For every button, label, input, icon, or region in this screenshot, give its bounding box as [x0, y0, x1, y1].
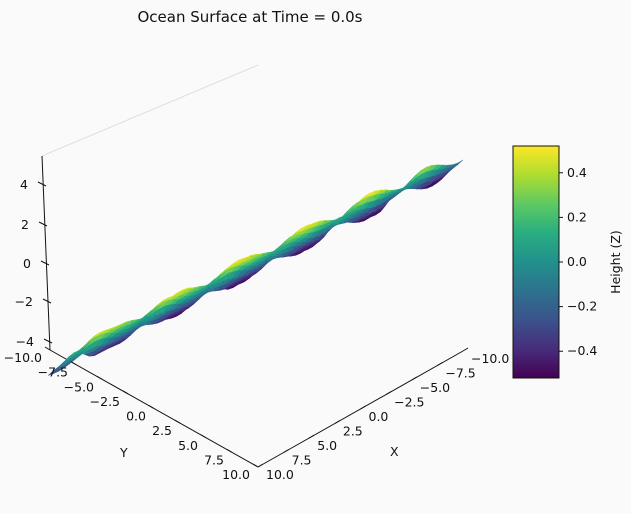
x-tick-label: 0.0 — [369, 409, 389, 424]
x-tick-label: −2.5 — [394, 395, 424, 410]
z-tick-label: −2 — [15, 294, 33, 309]
y-tick-label: 5.0 — [178, 438, 198, 453]
x-tick-label: 10.0 — [266, 467, 294, 482]
x-tick-label: −10.0 — [471, 351, 509, 366]
x-tick-mark — [283, 449, 289, 453]
y-tick-mark — [252, 463, 259, 468]
z-tick-mark — [37, 181, 47, 187]
y-tick-label: −7.5 — [38, 365, 68, 380]
y-tick-mark — [148, 405, 155, 409]
x-tick-label: 2.5 — [343, 424, 363, 439]
z-tick-mark — [42, 298, 52, 304]
x-axis-label: X — [390, 444, 399, 459]
z-axis-line — [41, 155, 51, 351]
z-tick-mark — [43, 338, 53, 344]
z-tick-label: 2 — [21, 217, 29, 232]
colorbar-label: Height (Z) — [608, 230, 623, 294]
x-tick-label: 5.0 — [317, 438, 337, 453]
colorbar-tick-label: 0.4 — [567, 165, 587, 180]
x-tick-mark — [411, 376, 418, 381]
x-tick-mark — [385, 391, 392, 395]
x-tick-mark — [437, 362, 443, 366]
z-tick-mark — [40, 260, 50, 266]
z-tick-label: 0 — [23, 256, 31, 271]
x-tick-label: −7.5 — [445, 366, 475, 381]
y-tick-label: −2.5 — [90, 394, 120, 409]
x-tick-mark — [462, 347, 469, 352]
y-tick-mark — [70, 361, 77, 366]
colorbar-tick-label: −0.4 — [567, 343, 597, 358]
x-axis-ticks: −10.0−7.5−5.0−2.5 0.0 2.5 5.0 7.510.0 — [257, 347, 509, 482]
y-tick-label: −10.0 — [4, 350, 42, 365]
y-tick-label: 0.0 — [126, 409, 146, 424]
y-tick-mark — [96, 375, 103, 380]
colorbar-tick-label: 0.2 — [567, 209, 587, 224]
z-axis-ticks: 4 2 0 −2 −4 — [15, 177, 53, 349]
y-tick-mark — [226, 448, 233, 453]
ocean-surface — [47, 159, 464, 376]
y-tick-label: 2.5 — [152, 423, 172, 438]
y-tick-mark — [44, 346, 51, 351]
surface-patch — [47, 369, 59, 376]
y-tick-mark — [174, 419, 181, 424]
colorbar-tick-label: 0.0 — [567, 254, 587, 269]
z-tick-label: 4 — [20, 177, 28, 192]
x-tick-mark — [334, 420, 341, 424]
x-tick-label: 7.5 — [292, 453, 312, 468]
z-tick-mark — [38, 221, 48, 227]
y-axis-label: Y — [119, 445, 128, 460]
y-tick-label: −5.0 — [64, 379, 94, 394]
y-axis-ticks: −10.0−7.5−5.0−2.5 0.0 2.5 5.0 7.510.0 — [4, 346, 259, 482]
colorbar-tick-label: −0.2 — [567, 299, 597, 314]
x-tick-mark — [308, 434, 315, 439]
y-tick-mark — [200, 434, 207, 439]
colorbar-ticks: 0.4 0.2 0.0 −0.2 −0.4 — [559, 165, 597, 358]
y-tick-mark — [122, 390, 129, 395]
back-pane-edge — [41, 64, 259, 157]
y-tick-label: 7.5 — [204, 452, 224, 467]
colorbar: 0.4 0.2 0.0 −0.2 −0.4 Height (Z) — [512, 145, 623, 379]
z-tick-label: −4 — [16, 334, 34, 349]
x-tick-mark — [257, 463, 264, 468]
x-tick-mark — [360, 405, 366, 410]
plot-title: Ocean Surface at Time = 0.0s — [137, 8, 363, 26]
colorbar-gradient — [512, 145, 560, 379]
x-tick-label: −5.0 — [420, 380, 450, 395]
y-tick-label: 10.0 — [222, 467, 250, 482]
